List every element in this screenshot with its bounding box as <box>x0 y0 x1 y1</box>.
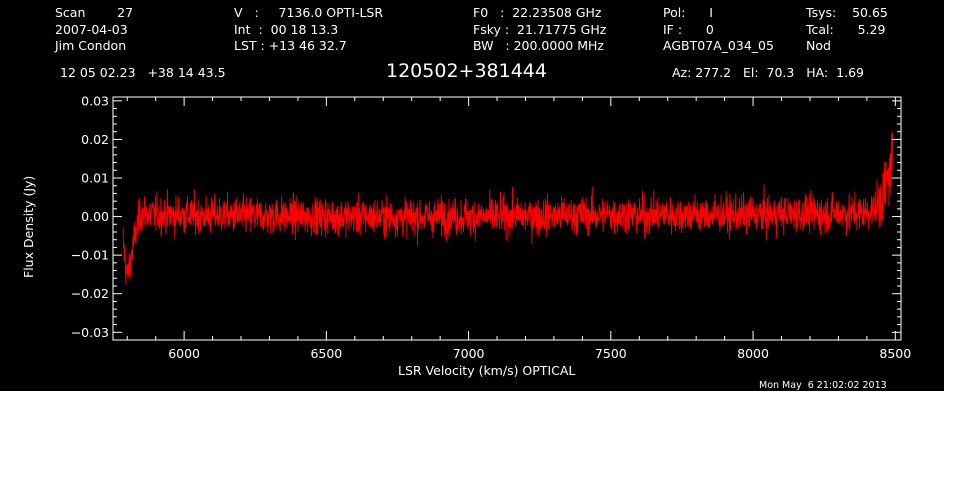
x-tick-label: 8000 <box>737 346 769 361</box>
tsys-label: Tsys: 50.65 <box>806 5 888 20</box>
y-tick-label: −0.02 <box>71 286 109 301</box>
spectrum-line <box>122 132 893 285</box>
x-tick-label: 6500 <box>310 346 342 361</box>
spectrum-plot: 6000 6500 7000 7500 8000 8500 0.03 0.02 0.01 0.00… <box>71 93 912 361</box>
x-axis-label: LSR Velocity (km/s) OPTICAL <box>398 363 576 378</box>
x-tick-label: 8500 <box>879 346 911 361</box>
scan-label: Scan 27 <box>55 5 134 20</box>
proc-mode: Nod <box>806 38 831 53</box>
bandwidth: BW : 200.0000 MHz <box>473 38 604 53</box>
source-coords: 12 05 02.23 +38 14 43.5 <box>60 65 226 80</box>
y-tick-label: 0.01 <box>81 171 109 186</box>
y-tick-label: −0.03 <box>71 325 109 340</box>
x-tick-label: 6000 <box>168 346 200 361</box>
plot-frame <box>112 96 902 341</box>
y-axis-label: Flux Density (Jy) <box>21 175 36 278</box>
y-tick-label: 0.02 <box>81 132 109 147</box>
az-el-ha: Az: 277.2 El: 70.3 HA: 1.69 <box>672 65 865 80</box>
sky-freq: Fsky : 21.71775 GHz <box>473 22 607 37</box>
lst-label: LST : +13 46 32.7 <box>234 38 347 53</box>
y-tick-label: −0.01 <box>71 248 109 263</box>
obs-date: 2007-04-03 <box>55 22 128 37</box>
if-label: IF : 0 <box>663 22 714 37</box>
rest-freq: F0 : 22.23508 GHz <box>473 5 602 20</box>
x-tick-label: 7000 <box>453 346 485 361</box>
source-name: 120502+381444 <box>386 60 547 82</box>
polarization: Pol: I <box>663 5 713 20</box>
observer-name: Jim Condon <box>55 38 127 53</box>
y-tick-label: 0.03 <box>81 93 109 108</box>
plot-date: Mon May 6 21:02:02 2013 <box>759 380 887 391</box>
velocity-label: V : 7136.0 OPTI-LSR <box>234 5 384 20</box>
x-tick-label: 7500 <box>595 346 627 361</box>
integration-time: Int : 00 18 13.3 <box>234 22 339 37</box>
y-tick-label: 0.00 <box>81 209 109 224</box>
project-id: AGBT07A_034_05 <box>663 38 774 53</box>
tcal-label: Tcal: 5.29 <box>806 22 886 37</box>
